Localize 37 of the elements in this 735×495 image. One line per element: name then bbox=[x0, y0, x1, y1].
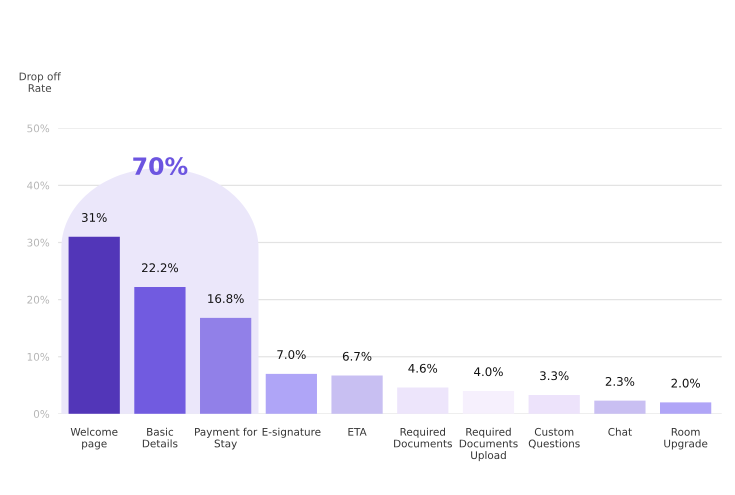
bar bbox=[200, 318, 252, 414]
data-label: 31% bbox=[82, 213, 107, 222]
bar bbox=[594, 400, 646, 414]
y-tick-label: 20% bbox=[27, 296, 50, 304]
x-tick-label: Chat bbox=[608, 428, 632, 436]
data-label: 22.2% bbox=[142, 263, 178, 272]
bar bbox=[331, 376, 383, 414]
y-tick-label: 40% bbox=[27, 182, 50, 190]
x-tick-label: ETA bbox=[348, 428, 367, 436]
x-tick-label: Payment for Stay bbox=[195, 428, 258, 450]
y-axis-title: Drop off Rate bbox=[20, 72, 61, 92]
y-tick-label: 10% bbox=[28, 352, 50, 361]
x-tick-label: Basic Details bbox=[142, 428, 178, 448]
data-label: 16.8% bbox=[208, 294, 244, 304]
data-label: 3.3% bbox=[540, 371, 569, 380]
data-label: 2.3% bbox=[606, 376, 634, 386]
data-label: 2.0% bbox=[671, 378, 700, 388]
data-label: 4.0% bbox=[474, 367, 503, 376]
x-tick-label: Custom Questions bbox=[528, 428, 580, 449]
y-tick-label: 0% bbox=[34, 410, 50, 418]
bar bbox=[68, 236, 120, 414]
bar bbox=[528, 394, 580, 414]
data-label: 4.6% bbox=[408, 364, 438, 373]
data-label: 6.7% bbox=[342, 352, 372, 361]
x-tick-label: Room Upgrade bbox=[664, 428, 708, 450]
x-tick-label: E-signature bbox=[262, 428, 320, 438]
annotation: 70% bbox=[133, 157, 188, 176]
data-label: 7.0% bbox=[277, 350, 306, 360]
bar bbox=[266, 374, 317, 414]
y-tick-label: 50% bbox=[27, 124, 50, 132]
x-tick-label: Welcome page bbox=[70, 428, 118, 450]
x-tick-label: Required Documents Upload bbox=[460, 428, 518, 462]
bar bbox=[134, 287, 186, 414]
x-tick-label: Required Documents bbox=[394, 428, 452, 448]
y-tick-label: 30% bbox=[27, 238, 50, 247]
bar bbox=[397, 388, 448, 414]
bar bbox=[660, 402, 712, 414]
